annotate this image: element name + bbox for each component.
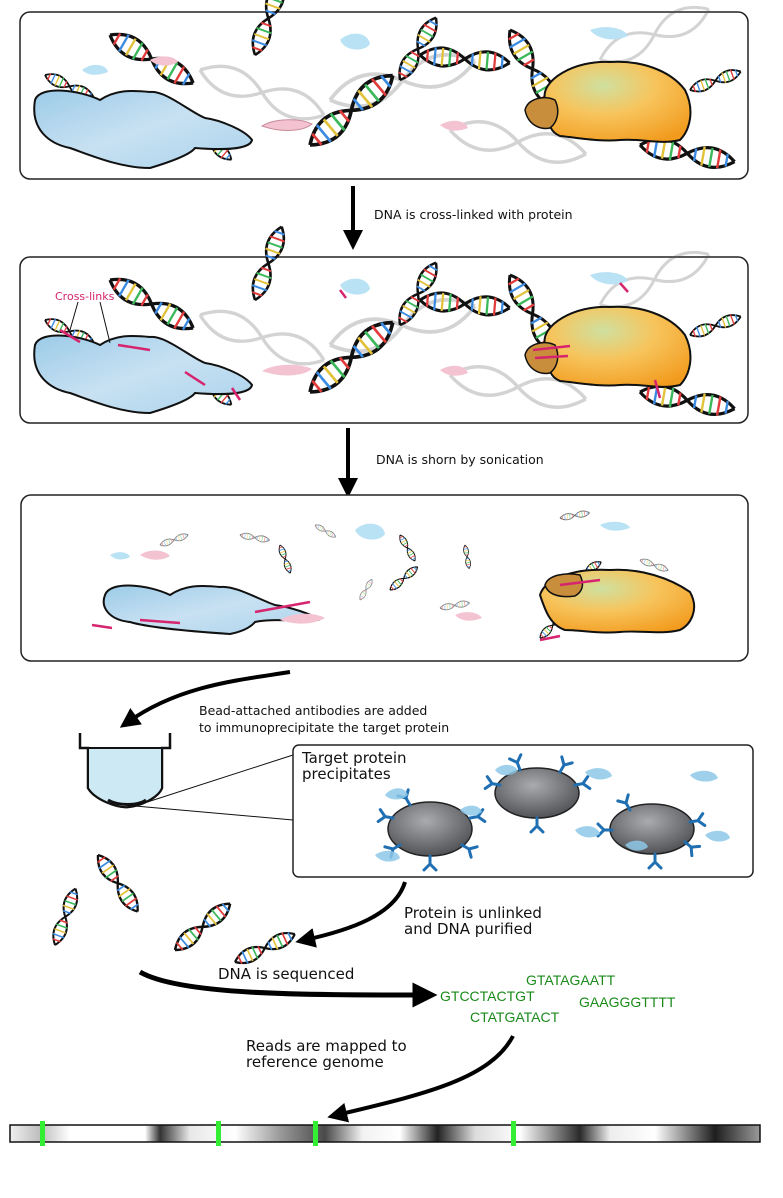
dna-helix-icon <box>48 849 299 970</box>
protein-blob-icon <box>375 764 730 862</box>
protein-blob-icon <box>455 612 482 621</box>
panel-sonicated <box>20 494 749 662</box>
reference-genome-bar <box>9 1121 761 1146</box>
panel-chromatin <box>19 0 749 180</box>
mapped-read-marker <box>40 1121 45 1146</box>
protein-blob-icon <box>110 552 130 560</box>
protein-blob-icon <box>140 550 170 560</box>
mapped-read-marker <box>511 1121 516 1146</box>
crosslink-marks <box>91 578 601 642</box>
read-sequence: GTATAGAATT <box>526 972 616 988</box>
crosslink-marks <box>59 282 662 401</box>
mapped-read-marker <box>216 1121 221 1146</box>
protein-blob-icon <box>33 334 254 415</box>
step-unlink-line2: and DNA purified <box>404 920 532 938</box>
protein-blob-icon <box>600 521 630 531</box>
precipitates-line1: Target protein <box>301 749 407 767</box>
protein-blob-icon <box>524 97 559 130</box>
protein-blob-icon <box>150 56 178 66</box>
protein-blob-icon <box>590 272 628 285</box>
mapped-read-marker <box>313 1121 318 1146</box>
crosslinks-label: Cross-links <box>55 290 115 303</box>
protein-blob-icon <box>260 119 313 131</box>
read-sequence: GTCCTACTGT <box>440 988 535 1004</box>
step-crosslink-label: DNA is cross-linked with protein <box>374 207 573 222</box>
tube-icon <box>78 733 172 809</box>
step-unlink-line1: Protein is unlinked <box>404 904 542 922</box>
arrow-icon <box>295 881 407 948</box>
protein-blob-icon <box>340 33 370 50</box>
protein-blob-icon <box>590 27 628 40</box>
read-sequence: GAAGGGTTTT <box>579 994 676 1010</box>
arrow-icon <box>119 670 291 728</box>
step-antibodies-line2: to immunoprecipitate the target protein <box>199 720 449 735</box>
protein-blob-icon <box>543 305 692 388</box>
protein-blob-icon <box>280 613 325 624</box>
arrow-icon <box>327 1035 515 1123</box>
protein-blob-icon <box>440 365 468 376</box>
panel-crosslinked: Cross-links <box>19 222 749 424</box>
bead-icon <box>387 767 695 857</box>
read-sequence: CTATGATACT <box>470 1009 560 1025</box>
step-mapped-line1: Reads are mapped to <box>246 1037 407 1055</box>
step-mapped-line2: reference genome <box>246 1053 384 1071</box>
protein-blob-icon <box>440 120 468 131</box>
protein-blob-icon <box>262 364 312 376</box>
step-sonication-label: DNA is shorn by sonication <box>376 452 544 467</box>
panel-precipitates: Target protein precipitates <box>292 744 754 878</box>
arrow-icon <box>138 969 438 1008</box>
protein-blob-icon <box>33 89 254 170</box>
protein-blob-icon <box>543 60 692 143</box>
precipitates-line2: precipitates <box>302 765 391 783</box>
protein-blob-icon <box>340 278 370 295</box>
protein-blob-icon <box>355 523 385 540</box>
sequence-reads: GTATAGAATT GTCCTACTGT GAAGGGTTTT CTATGAT… <box>440 972 676 1025</box>
protein-blob-icon <box>82 64 108 75</box>
step-sequenced-label: DNA is sequenced <box>218 965 354 983</box>
step-antibodies-line1: Bead-attached antibodies are added <box>199 703 427 718</box>
